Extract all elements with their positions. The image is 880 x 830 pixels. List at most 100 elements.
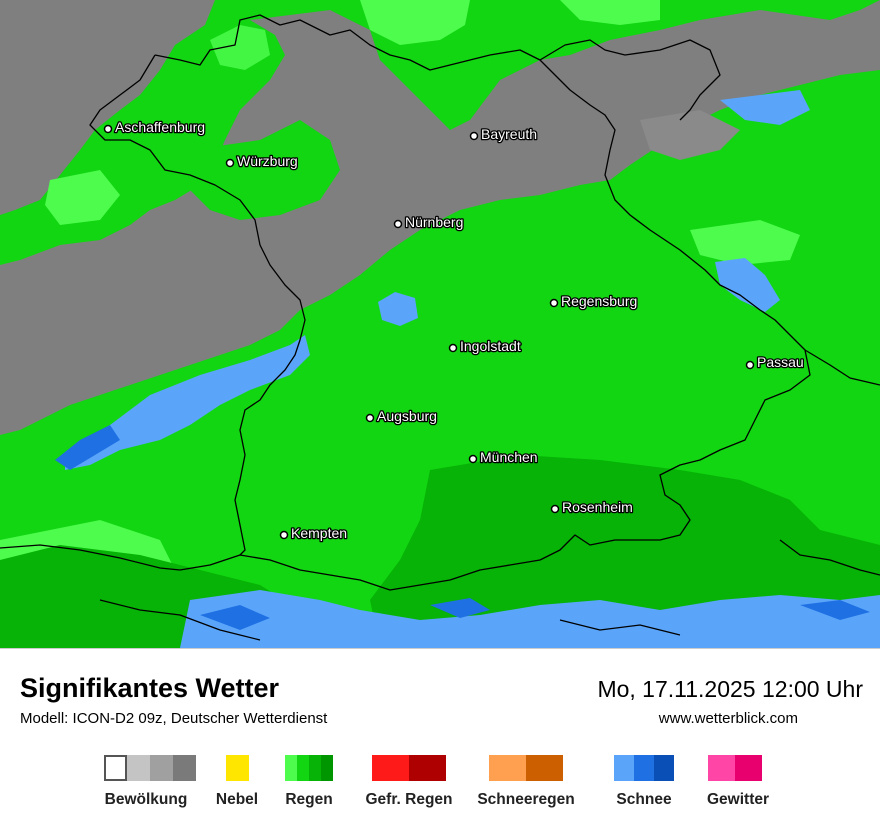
legend-label: Schnee — [616, 791, 672, 808]
swatch — [654, 755, 674, 781]
light-rain-patch-4 — [690, 220, 800, 265]
snow-band-west — [65, 335, 310, 470]
swatch — [150, 755, 173, 781]
swatch — [285, 755, 297, 781]
legend-swatches — [104, 755, 196, 781]
swatch — [104, 755, 127, 781]
snow-patch-east — [715, 258, 780, 312]
cloud-area-north-2 — [0, 0, 880, 435]
state-border-bavaria — [154, 14, 811, 591]
legend-snow: Schnee — [614, 755, 674, 808]
cloud-area-north — [0, 0, 215, 215]
swatch — [127, 755, 150, 781]
city-label: Würzburg — [237, 153, 298, 169]
map-footer: Signifikantes Wetter Modell: ICON-D2 09z… — [0, 649, 880, 830]
map-canvas: Aschaffenburg Würzburg Bayreuth Nürnberg… — [0, 0, 880, 648]
city-dot — [279, 530, 289, 540]
city-markers: Aschaffenburg Würzburg Bayreuth Nürnberg… — [103, 118, 805, 542]
city-dot — [549, 298, 559, 308]
model-info: Modell: ICON-D2 09z, Deutscher Wetterdie… — [20, 710, 328, 727]
city-augsburg: Augsburg — [365, 407, 438, 425]
country-border-czech — [539, 39, 721, 121]
snow-band-west-core — [55, 425, 120, 470]
weather-map: Aschaffenburg Würzburg Bayreuth Nürnberg… — [0, 0, 880, 649]
city-wuerzburg: Würzburg — [225, 152, 299, 170]
country-border-austria — [804, 349, 880, 386]
city-dot — [448, 343, 458, 353]
light-rain-patch-2 — [560, 0, 660, 25]
city-dot — [103, 124, 113, 134]
legend-thunderstorm: Gewitter — [707, 755, 769, 808]
light-rain-patch-3 — [45, 170, 120, 225]
city-label: Augsburg — [377, 408, 437, 424]
city-label: Rosenheim — [562, 499, 633, 515]
swatch — [226, 755, 249, 781]
cloud-area-gap-2 — [210, 25, 270, 70]
legend-swatches — [226, 755, 249, 781]
city-label: Aschaffenburg — [115, 119, 205, 135]
swatch — [526, 755, 563, 781]
border-lines — [0, 14, 880, 641]
city-passau: Passau — [745, 353, 805, 371]
city-nuernberg: Nürnberg — [393, 213, 465, 231]
country-border-south — [99, 539, 880, 641]
legend-swatches — [614, 755, 674, 781]
cloud-area-gap — [190, 120, 340, 220]
city-regensburg: Regensburg — [549, 292, 639, 310]
city-ingolstadt: Ingolstadt — [448, 337, 522, 355]
swatch — [321, 755, 333, 781]
city-label: Bayreuth — [481, 126, 537, 142]
city-bayreuth: Bayreuth — [469, 125, 538, 143]
forecast-datetime: Mo, 17.11.2025 12:00 Uhr — [597, 676, 863, 702]
legend-sleet: Schneeregen — [477, 755, 575, 808]
legend-rain: Regen — [285, 755, 333, 808]
legend: Bewölkung Nebel Regen Gefr. Regen — [0, 755, 880, 815]
legend-label: Schneeregen — [477, 791, 575, 808]
website-link[interactable]: www.wetterblick.com — [658, 710, 798, 727]
snow-patch-center — [378, 292, 418, 326]
map-title: Signifikantes Wetter — [20, 673, 280, 703]
city-kempten: Kempten — [279, 524, 348, 542]
cloud-area-east — [640, 110, 740, 160]
swatch — [372, 755, 409, 781]
city-rosenheim: Rosenheim — [550, 498, 634, 516]
swatch — [708, 755, 735, 781]
country-border-switzerland — [0, 544, 181, 571]
legend-label: Bewölkung — [104, 791, 188, 808]
swatch — [173, 755, 196, 781]
legend-label: Nebel — [215, 791, 259, 808]
city-label: Kempten — [291, 525, 347, 541]
legend-freezing-rain: Gefr. Regen — [366, 755, 453, 808]
legend-swatches — [285, 755, 333, 781]
city-label: München — [480, 449, 538, 465]
city-label: Ingolstadt — [460, 338, 521, 354]
legend-swatches — [372, 755, 446, 781]
swatch — [735, 755, 762, 781]
swatch — [409, 755, 446, 781]
city-dot — [225, 158, 235, 168]
city-dot — [393, 219, 403, 229]
city-aschaffenburg: Aschaffenburg — [103, 118, 206, 136]
city-label: Nürnberg — [405, 214, 463, 230]
city-dot — [365, 413, 375, 423]
legend-label: Gefr. Regen — [365, 791, 453, 808]
swatch — [614, 755, 634, 781]
legend-clouds: Bewölkung — [104, 755, 196, 808]
legend-label: Regen — [285, 791, 333, 808]
city-dot — [745, 360, 755, 370]
light-rain-patch-1 — [360, 0, 470, 45]
swatch — [489, 755, 526, 781]
legend-label: Gewitter — [706, 791, 770, 808]
snow-patch-east-2 — [720, 90, 810, 125]
legend-swatches — [708, 755, 762, 781]
city-label: Regensburg — [561, 293, 637, 309]
city-label: Passau — [757, 354, 804, 370]
swatch — [634, 755, 654, 781]
legend-fog: Nebel — [216, 755, 258, 808]
snow-band-alps — [180, 590, 880, 648]
city-muenchen: München — [468, 448, 539, 466]
state-border-west — [89, 54, 306, 556]
city-dot — [468, 454, 478, 464]
swatch — [309, 755, 321, 781]
legend-swatches — [489, 755, 563, 781]
